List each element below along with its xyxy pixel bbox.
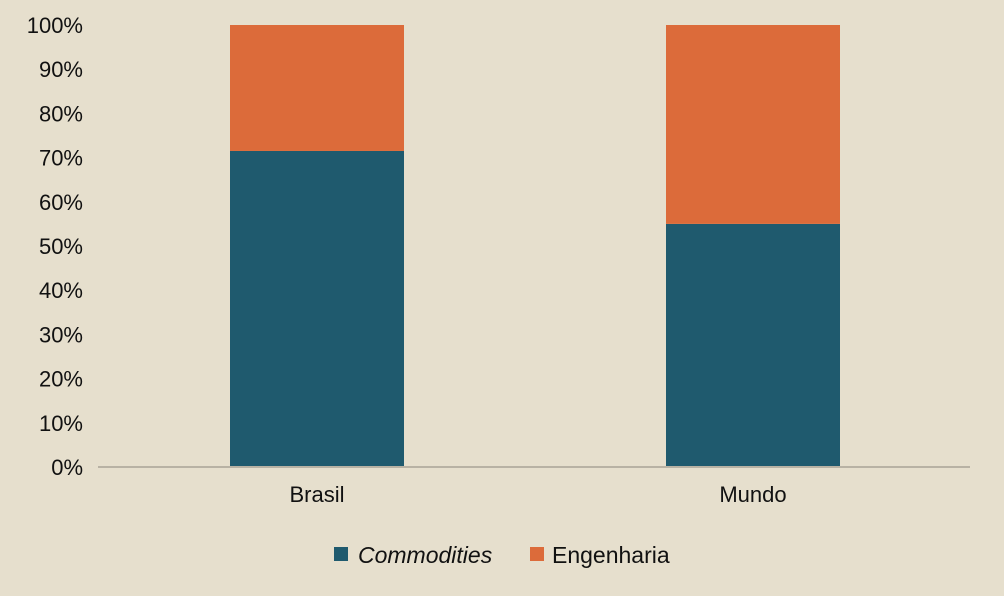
legend-label-engenharia: Engenharia	[552, 542, 670, 568]
legend-swatch-commodities	[334, 547, 348, 561]
y-tick-label: 90%	[39, 57, 83, 82]
y-axis: 0% 10% 20% 30% 40% 50% 60% 70% 80% 90% 100%	[27, 13, 83, 480]
y-tick-label: 80%	[39, 101, 83, 126]
y-tick-label: 40%	[39, 278, 83, 303]
y-tick-label: 70%	[39, 146, 83, 171]
bars	[230, 25, 840, 467]
y-tick-label: 0%	[51, 455, 83, 480]
bar-segment-commodities-mundo	[666, 223, 840, 467]
bar-segment-engenharia-brasil	[230, 25, 404, 151]
bar-segment-engenharia-mundo	[666, 25, 840, 224]
bar-segment-commodities-brasil	[230, 150, 404, 467]
x-axis: Brasil Mundo	[289, 482, 786, 507]
x-tick-label: Brasil	[289, 482, 344, 507]
y-tick-label: 100%	[27, 13, 83, 38]
y-tick-label: 30%	[39, 322, 83, 347]
legend: Commodities Engenharia	[334, 542, 670, 568]
y-tick-label: 10%	[39, 411, 83, 436]
y-tick-label: 50%	[39, 234, 83, 259]
legend-swatch-engenharia	[530, 547, 544, 561]
y-tick-label: 60%	[39, 190, 83, 215]
x-tick-label: Mundo	[719, 482, 786, 507]
legend-label-commodities: Commodities	[358, 542, 493, 568]
y-tick-label: 20%	[39, 367, 83, 392]
